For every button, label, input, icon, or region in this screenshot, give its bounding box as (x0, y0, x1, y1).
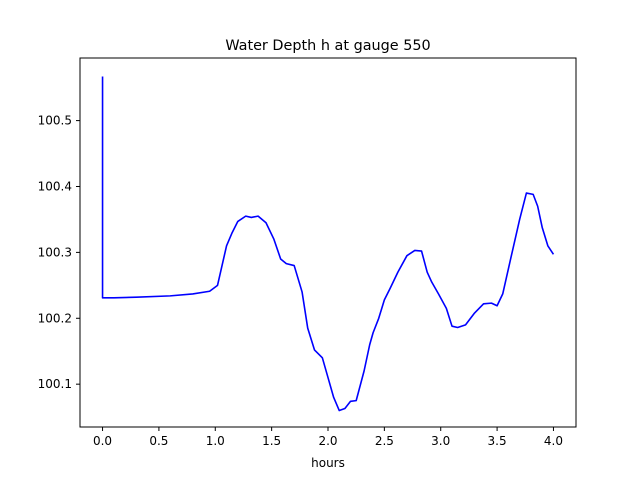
y-tick-label: 100.1 (38, 377, 72, 391)
x-tick-label: 0.5 (149, 434, 168, 448)
chart-title: Water Depth h at gauge 550 (225, 38, 430, 54)
plot-area (79, 57, 577, 428)
series-layer (101, 76, 555, 412)
y-tick-label: 100.5 (38, 114, 72, 128)
x-axis: 0.0 0.5 1.0 1.5 2.0 2.5 3.0 3.5 4.0 (93, 427, 563, 448)
y-tick-label: 100.2 (38, 311, 72, 325)
y-axis: 100.1 100.2 100.3 100.4 100.5 (38, 114, 80, 391)
x-tick-label: 4.0 (544, 434, 563, 448)
y-tick-label: 100.3 (38, 245, 72, 259)
x-tick-label: 2.5 (375, 434, 394, 448)
x-tick-label: 1.0 (206, 434, 225, 448)
x-tick-label: 3.0 (431, 434, 450, 448)
x-axis-label: hours (311, 456, 345, 470)
x-tick-label: 3.5 (488, 434, 507, 448)
x-tick-label: 1.5 (262, 434, 281, 448)
plot-frame (79, 57, 577, 428)
x-tick-label: 0.0 (93, 434, 112, 448)
x-tick-label: 2.0 (318, 434, 337, 448)
series-line (101, 76, 555, 412)
y-tick-label: 100.4 (38, 179, 72, 193)
